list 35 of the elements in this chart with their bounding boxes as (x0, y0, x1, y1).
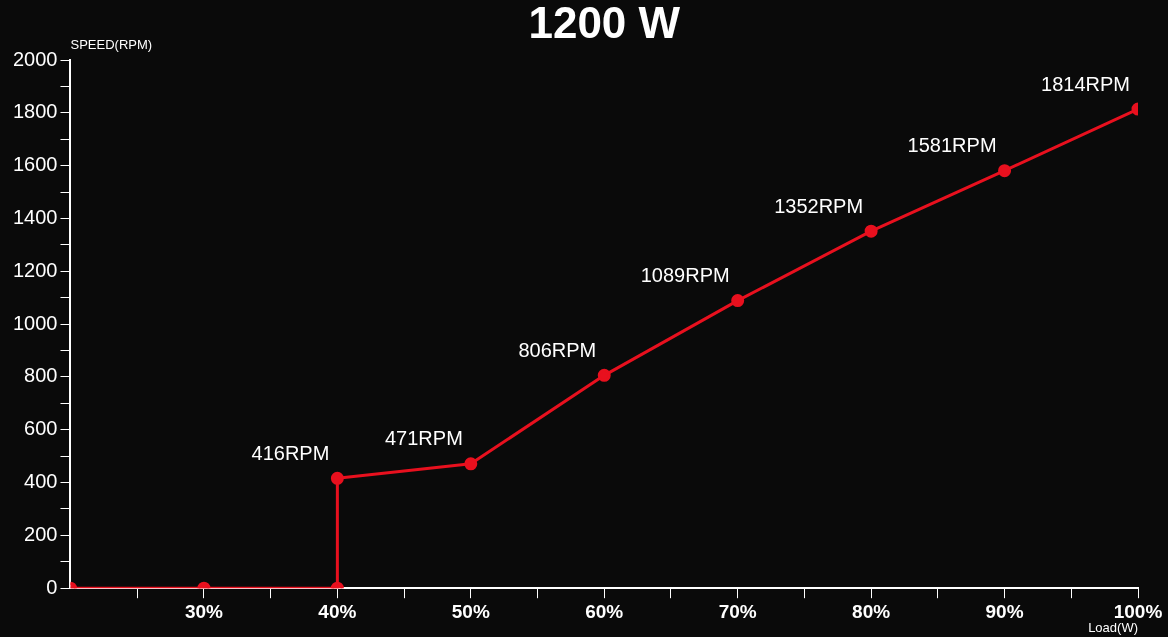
x-tick-label: 70% (718, 600, 757, 622)
x-tick-label: 90% (985, 600, 1024, 622)
y-axis-title: SPEED(RPM) (70, 37, 153, 53)
y-tick-label: 1800 (12, 100, 58, 123)
point (464, 457, 478, 471)
x-tick-label: 80% (852, 600, 891, 622)
y-tick-label: 200 (24, 522, 58, 545)
y-tick-label: 0 (46, 575, 58, 598)
x-tick-label: 100% (1113, 600, 1163, 622)
y-tick-label: 1600 (12, 153, 58, 176)
data-label: 1581RPM (907, 134, 997, 157)
y-tick-label: 2000 (12, 47, 58, 70)
data-label: 1089RPM (640, 264, 730, 287)
y-tick-label: 400 (24, 470, 58, 493)
y-tick-label: 1000 (12, 311, 58, 334)
point (998, 164, 1012, 178)
point (731, 294, 745, 308)
x-tick-label: 40% (318, 600, 357, 622)
x-tick-label: 50% (451, 600, 490, 622)
data-label: 1352RPM (774, 194, 864, 217)
y-tick-label: 1200 (12, 258, 58, 281)
point (597, 368, 611, 382)
data-label: 806RPM (518, 338, 597, 361)
y-tick-label: 1400 (12, 205, 58, 228)
data-label: 471RPM (385, 427, 463, 450)
x-axis-title: Load(W) (1088, 620, 1138, 636)
x-tick-label: 60% (585, 600, 624, 622)
point (330, 471, 344, 485)
chart-title: 1200 W (528, 0, 681, 48)
x-tick-label: 30% (184, 600, 224, 622)
y-tick-label: 600 (24, 417, 58, 440)
data-label: 416RPM (251, 441, 330, 464)
data-label: 1814RPM (1041, 72, 1130, 95)
y-tick-label: 800 (24, 364, 58, 387)
point (864, 224, 878, 238)
